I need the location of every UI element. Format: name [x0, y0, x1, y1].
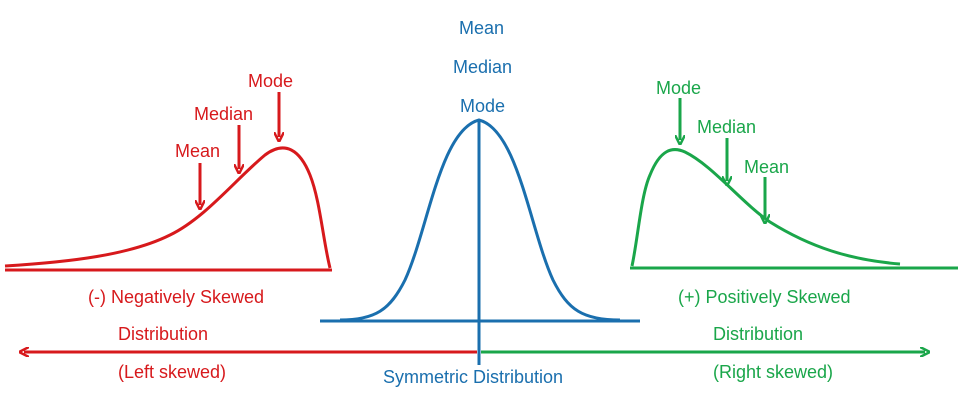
positive-median-label: Median: [697, 117, 756, 137]
positive-skew-curve: [630, 148, 901, 267]
negative-subtitle: Distribution: [118, 324, 208, 344]
positive-skew-group: Mode Median Mean (+) Positively Skewed D…: [481, 78, 958, 382]
symmetric-mode-label: Mode: [460, 96, 505, 116]
negative-note: (Left skewed): [118, 362, 226, 382]
symmetric-mean-label: Mean: [459, 18, 504, 38]
positive-mean-label: Mean: [744, 157, 789, 177]
positive-subtitle: Distribution: [713, 324, 803, 344]
symmetric-median-label: Median: [453, 57, 512, 77]
symmetric-group: Mean Median Mode Symmetric Distribution: [320, 18, 640, 387]
negative-mode-label: Mode: [248, 71, 293, 91]
negative-skew-curve: [4, 146, 332, 269]
negative-mean-label: Mean: [175, 141, 220, 161]
positive-mode-label: Mode: [656, 78, 701, 98]
symmetric-title: Symmetric Distribution: [383, 367, 563, 387]
negative-title: (-) Negatively Skewed: [88, 287, 264, 307]
positive-title: (+) Positively Skewed: [678, 287, 851, 307]
negative-median-label: Median: [194, 104, 253, 124]
positive-note: (Right skewed): [713, 362, 833, 382]
negative-skew-group: Mode Median Mean (-) Negatively Skewed D…: [4, 71, 477, 382]
